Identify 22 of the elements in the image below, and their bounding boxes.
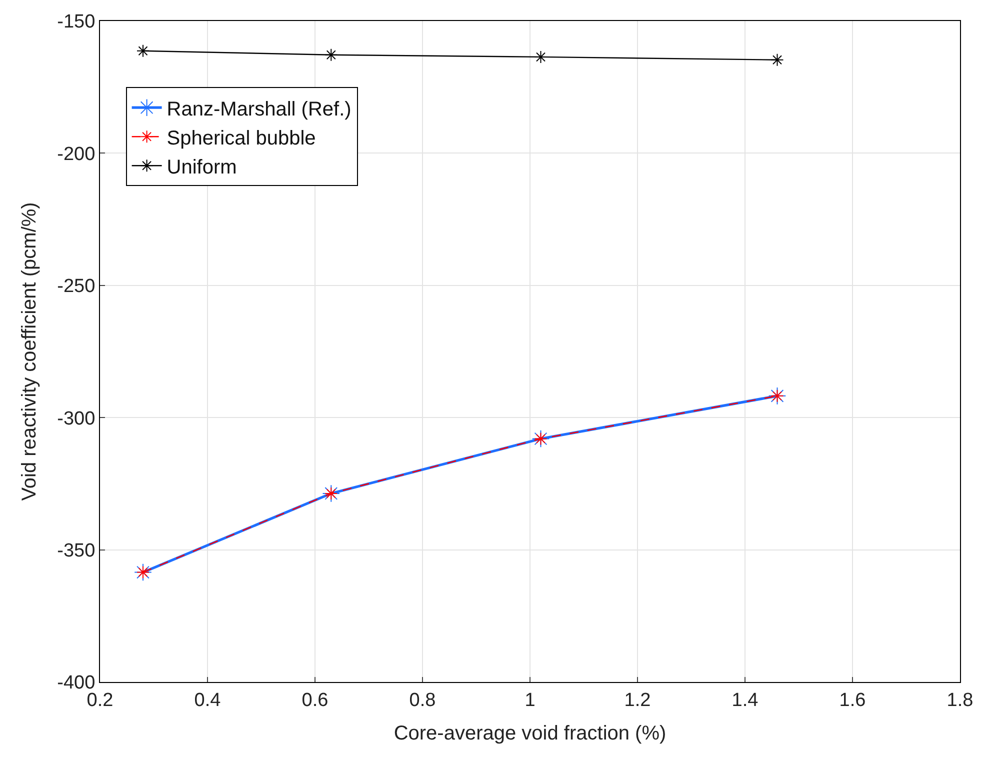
legend-label: Uniform — [166, 156, 237, 178]
legend-label: Spherical bubble — [166, 127, 316, 150]
y-tick-label: -150 — [57, 12, 96, 33]
x-axis-title: Core-average void fraction (%) — [394, 722, 666, 744]
legend-label: Ranz-Marshall (Ref.) — [166, 98, 352, 120]
x-tick-label: 1.6 — [839, 690, 866, 711]
y-tick-label: -350 — [57, 540, 96, 562]
x-tick-label: 1.4 — [732, 690, 759, 711]
y-tick-label: -300 — [57, 408, 96, 430]
x-tick-label: 0.8 — [409, 690, 436, 711]
x-tick-label: 1.8 — [946, 690, 974, 711]
point — [534, 50, 548, 64]
y-tick-label: -250 — [57, 276, 96, 298]
x-tick-label: 1 — [524, 690, 536, 711]
point — [136, 44, 150, 58]
x-tick-label: 1.2 — [624, 690, 651, 711]
point — [770, 53, 784, 66]
x-tick-label: 0.4 — [194, 690, 222, 711]
y-axis-title: Void reactivity coefficient (pcm/%) — [18, 202, 41, 501]
x-tick-label: 0.6 — [302, 690, 328, 711]
y-tick-label: -200 — [57, 144, 96, 165]
point — [324, 48, 338, 62]
